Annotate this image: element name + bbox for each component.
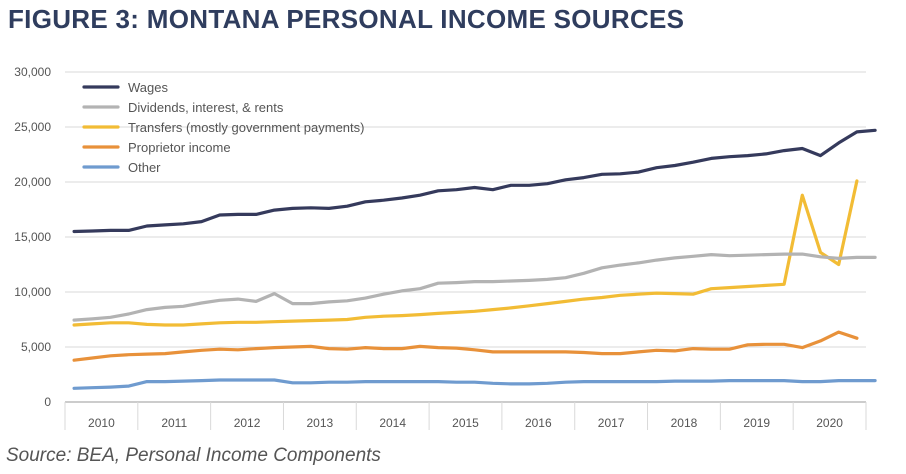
x-tick-label: 2010	[88, 416, 115, 430]
x-tick-label: 2015	[452, 416, 479, 430]
legend-label-other: Other	[128, 160, 161, 175]
x-tick-label: 2012	[234, 416, 261, 430]
x-tick-label: 2014	[379, 416, 406, 430]
series-line-proprietor	[72, 330, 859, 362]
x-tick-label: 2018	[671, 416, 698, 430]
series-line-transfers	[72, 179, 859, 327]
y-tick-label: 25,000	[14, 120, 51, 134]
y-tick-label: 10,000	[14, 285, 51, 299]
x-tick-label: 2017	[598, 416, 625, 430]
legend-label-wages: Wages	[128, 80, 168, 95]
series-lines	[72, 128, 877, 390]
x-tick-label: 2013	[307, 416, 334, 430]
x-tick-label: 2016	[525, 416, 552, 430]
y-tick-label: 20,000	[14, 175, 51, 189]
figure-title: FIGURE 3: MONTANA PERSONAL INCOME SOURCE…	[8, 4, 685, 34]
y-tick-label: 30,000	[14, 65, 51, 79]
series-line-wages	[72, 128, 877, 234]
gridlines	[65, 71, 866, 403]
series-line-dividends	[72, 252, 877, 322]
legend: Wages Dividends, interest, & rents Transfe…	[82, 80, 364, 175]
source-note: Source: BEA, Personal Income Components	[6, 445, 381, 466]
x-tick-label: 2020	[816, 416, 843, 430]
y-tick-label: 0	[44, 395, 51, 409]
x-axis: 2010 2011 2012 2013 2014 2015 2016 2017 2018 2019…	[64, 402, 867, 430]
y-tick-label: 15,000	[14, 230, 51, 244]
series-line-other	[72, 378, 877, 390]
x-tick-label: 2019	[743, 416, 770, 430]
y-tick-label: 5,000	[21, 340, 51, 354]
y-axis: 0 5,000 10,000 15,000 20,000 25,000 30,000	[14, 65, 51, 409]
legend-label-transfers: Transfers (mostly government payments)	[128, 120, 364, 135]
legend-label-proprietor: Proprietor income	[128, 140, 231, 155]
legend-label-dividends: Dividends, interest, & rents	[128, 100, 284, 115]
x-tick-label: 2011	[161, 416, 187, 430]
